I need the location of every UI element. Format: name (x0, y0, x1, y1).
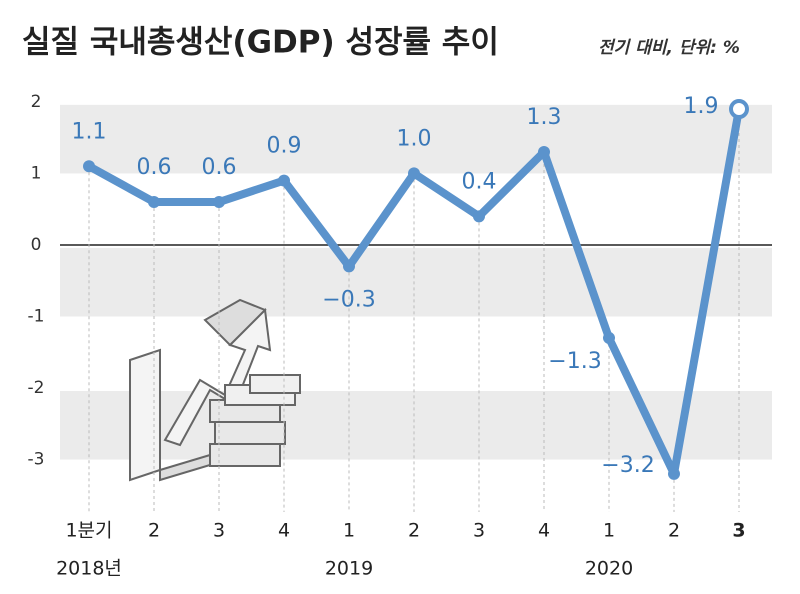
grid-band (60, 104, 772, 174)
data-point (668, 467, 680, 480)
data-label: 1.3 (527, 105, 562, 130)
x-tick-label: 3 (732, 520, 745, 542)
y-tick-label: -2 (28, 378, 45, 398)
x-tick-label: 3 (473, 520, 485, 542)
x-tick-label: 1 (343, 520, 355, 542)
data-label: −3.2 (601, 453, 654, 478)
y-tick-label: 0 (31, 235, 42, 255)
y-tick-label: 2 (31, 92, 42, 112)
x-tick-label: 2 (408, 520, 420, 542)
data-point (213, 196, 225, 209)
data-point (148, 196, 160, 209)
data-label: −1.3 (548, 349, 601, 374)
x-tick-label: 1분기 (65, 520, 112, 542)
data-label: 0.4 (462, 169, 497, 194)
data-point (83, 160, 95, 173)
data-label: 1.0 (397, 126, 432, 151)
data-point (343, 260, 355, 273)
x-tick-label: 3 (213, 520, 225, 542)
y-tick-label: -3 (28, 450, 45, 470)
data-label: −0.3 (322, 287, 375, 312)
y-tick-label: -1 (28, 306, 45, 326)
data-point (408, 167, 420, 180)
x-tick-label: 4 (538, 520, 550, 542)
x-tick-label: 4 (278, 520, 290, 542)
y-tick-label: 1 (31, 163, 42, 183)
data-point (538, 145, 550, 158)
x-tick-label: 2 (668, 520, 680, 542)
chart-subtitle: 전기 대비, 단위: % (598, 38, 740, 58)
data-label: 0.6 (202, 155, 237, 180)
data-point (473, 210, 485, 223)
illustration (129, 298, 301, 482)
data-label: 1.1 (72, 119, 107, 144)
year-label: 2018년 (56, 558, 122, 580)
data-label: 1.9 (684, 94, 719, 119)
x-tick-label: 1 (603, 520, 615, 542)
data-point (603, 331, 615, 344)
x-tick-label: 2 (148, 520, 160, 542)
grid-band (60, 247, 772, 317)
data-point (278, 174, 290, 187)
year-label: 2019 (325, 558, 373, 580)
data-label: 0.6 (137, 155, 172, 180)
data-point (729, 99, 749, 120)
chart-title: 실질 국내총생산(GDP) 성장률 추이 (22, 25, 499, 61)
data-label: 0.9 (267, 134, 302, 159)
year-label: 2020 (585, 558, 633, 580)
